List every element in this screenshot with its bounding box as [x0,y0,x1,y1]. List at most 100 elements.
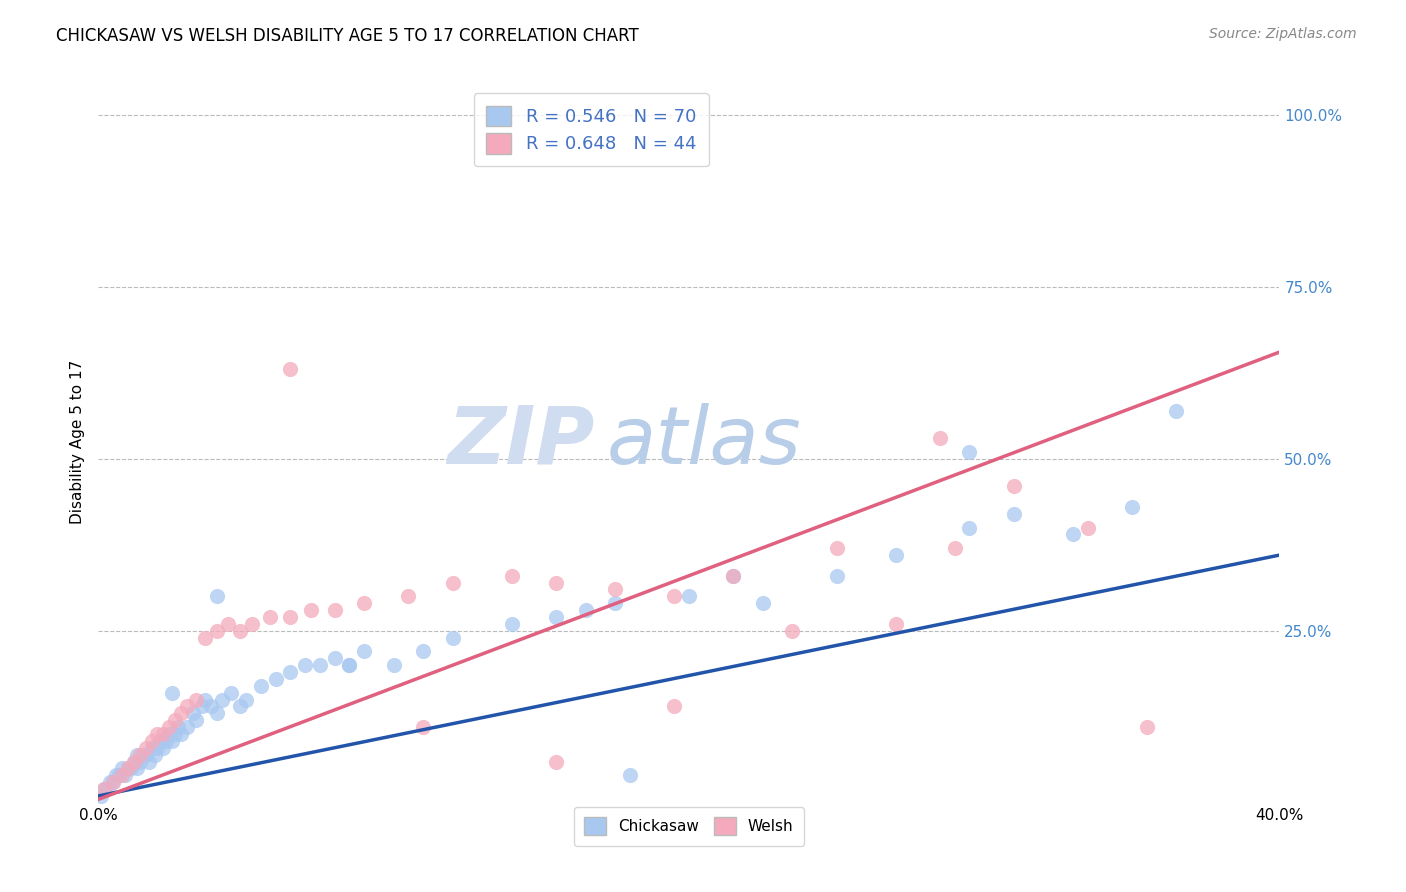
Point [1136,720,1159,734]
Point [138,755,160,769]
Point [205,590,228,604]
Point [205,706,228,721]
Point [323,603,346,617]
Point [309,658,332,673]
Text: CHICKASAW VS WELSH DISABILITY AGE 5 TO 17 CORRELATION CHART: CHICKASAW VS WELSH DISABILITY AGE 5 TO 1… [56,27,638,45]
Y-axis label: Disability Age 5 to 17: Disability Age 5 to 17 [69,359,84,524]
Point [135,740,157,755]
Point [1121,500,1143,514]
Point [1062,527,1084,541]
Point [162,686,183,700]
Point [155,734,177,748]
Point [162,734,183,748]
Point [120,761,142,775]
Point [93,782,115,797]
Point [176,699,198,714]
Point [339,658,361,673]
Point [170,706,193,721]
Point [501,568,523,582]
Point [1002,507,1025,521]
Point [959,520,981,534]
Point [149,734,172,748]
Point [184,692,207,706]
Point [412,644,434,658]
Text: ZIP: ZIP [447,402,595,481]
Point [122,755,145,769]
Point [114,768,136,782]
Point [353,596,375,610]
Point [323,651,346,665]
Point [181,706,204,721]
Point [221,686,243,700]
Point [146,727,169,741]
Point [825,541,848,556]
Point [412,720,434,734]
Legend: Chickasaw, Welsh: Chickasaw, Welsh [574,806,804,846]
Point [105,768,128,782]
Point [235,692,257,706]
Point [152,727,174,741]
Point [128,755,150,769]
Point [194,692,217,706]
Point [191,699,214,714]
Point [103,775,125,789]
Point [108,768,131,782]
Point [664,590,686,604]
Point [125,747,148,762]
Point [141,740,163,755]
Point [294,658,316,673]
Point [353,644,375,658]
Point [959,445,981,459]
Point [141,734,163,748]
Text: Source: ZipAtlas.com: Source: ZipAtlas.com [1209,27,1357,41]
Point [664,699,686,714]
Point [205,624,228,638]
Point [170,727,193,741]
Point [501,616,523,631]
Point [782,624,804,638]
Point [111,768,134,782]
Point [167,720,190,734]
Point [299,603,322,617]
Point [93,782,115,797]
Point [280,362,302,376]
Point [678,590,700,604]
Point [884,616,907,631]
Point [398,590,420,604]
Point [157,720,180,734]
Point [229,624,252,638]
Point [929,431,952,445]
Text: atlas: atlas [606,402,801,481]
Point [619,768,641,782]
Point [122,755,145,769]
Point [943,541,966,556]
Point [132,747,155,762]
Point [165,727,187,741]
Point [165,713,187,727]
Point [229,699,252,714]
Point [1166,403,1188,417]
Point [143,747,166,762]
Point [117,761,139,775]
Point [250,679,273,693]
Point [884,548,907,562]
Point [217,616,239,631]
Point [90,789,112,803]
Point [152,740,174,755]
Point [194,631,217,645]
Point [176,720,198,734]
Point [605,596,627,610]
Point [240,616,263,631]
Point [723,568,745,582]
Point [98,775,121,789]
Point [96,782,118,797]
Point [546,610,568,624]
Point [117,761,139,775]
Point [157,727,180,741]
Point [111,761,134,775]
Point [135,747,157,762]
Point [825,568,848,582]
Point [1077,520,1099,534]
Point [546,575,568,590]
Point [125,761,148,775]
